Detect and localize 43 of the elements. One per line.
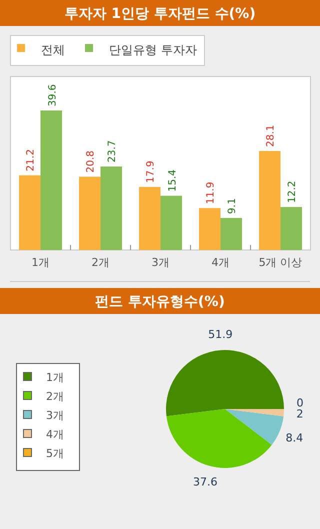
data-label: 12.2 [287,180,298,204]
data-label: 39.6 [47,84,58,106]
bar [139,186,160,250]
pie-slice [166,350,284,416]
x-tick-label: 3개 [152,256,170,269]
bar [19,175,40,250]
data-label: 2 [296,408,304,421]
pie-slice [225,409,284,445]
x-tick-label: 4개 [212,256,230,269]
legend-label: 4개 [46,428,64,441]
bar [280,207,302,250]
pie-slice [225,409,284,416]
legend-label: 단일유형 투자자 [109,43,197,57]
x-tick-label: 1개 [32,256,50,269]
bar [100,166,122,250]
bar [160,196,182,250]
chart-title: 투자자 1인당 투자펀드 수(%) [64,6,256,22]
legend-label: 5개 [46,447,64,460]
legend-label: 3개 [46,409,64,422]
data-label: 15.4 [167,169,178,192]
bar [40,110,62,250]
pie-slice [166,409,272,468]
data-label: 17.9 [146,160,157,183]
text: 0 [296,396,304,410]
legend-label: 2개 [46,390,64,403]
data-label: 9.1 [227,198,238,214]
data-label: 11.9 [206,182,217,204]
bar [79,176,100,250]
x-tick-label: 5개 이상 [258,256,302,269]
data-label: 20.8 [86,150,97,173]
x-tick-label: 2개 [92,256,110,269]
legend-label: 전체 [41,43,65,57]
bar [220,218,242,250]
data-label: 37.6 [193,475,218,488]
chart-title: 펀드 투자유형수(%) [95,294,225,310]
bar [259,151,280,250]
data-label: 8.4 [286,432,304,445]
legend-label: 1개 [46,371,64,384]
data-label: 51.9 [208,328,233,342]
data-label: 23.7 [107,140,118,163]
data-label: 28.1 [266,124,277,148]
bar [199,208,220,250]
data-label: 21.2 [26,149,37,172]
